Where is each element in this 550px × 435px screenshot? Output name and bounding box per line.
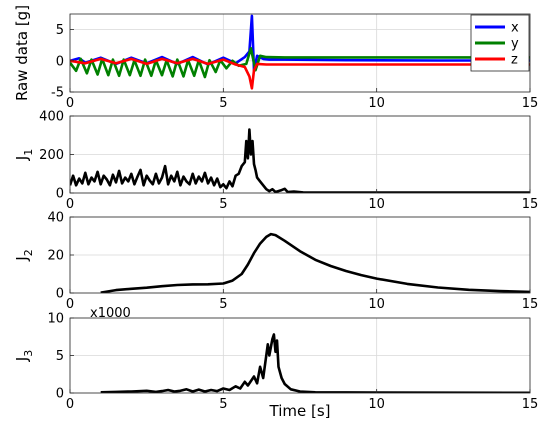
legend: xyz — [470, 14, 530, 72]
y-axis-label-subscript: 3 — [22, 350, 35, 357]
y-tick-label: 400 — [39, 110, 64, 125]
y-tick-label: 0 — [56, 187, 64, 202]
y-axis-label-subscript: 2 — [22, 249, 35, 256]
y-tick-label: 0 — [56, 387, 64, 402]
x-tick-label: 5 — [219, 197, 227, 212]
x-tick-label: 10 — [368, 297, 385, 312]
series-line-j3 — [100, 333, 530, 393]
x-tick-label: 10 — [368, 197, 385, 212]
subplot-3: 0 5 10 15 0 20 40 J2 — [13, 211, 538, 313]
x-tick-label: 5 — [219, 397, 227, 412]
x-tick-label: 0 — [66, 397, 74, 412]
subplot-2: 0 5 10 15 0 200 400 J1 — [13, 110, 538, 213]
y-axis-label: Raw data [g] — [13, 5, 31, 101]
x-tick-label: 5 — [219, 297, 227, 312]
series-line-z — [70, 57, 530, 90]
x-tick-label: 15 — [522, 297, 539, 312]
legend-label: x — [511, 21, 519, 36]
series-line-j1 — [70, 128, 530, 193]
x-tick-label: 0 — [66, 297, 74, 312]
x-tick-label: 0 — [66, 197, 74, 212]
y-tick-label: 0 — [56, 54, 64, 69]
subplot-4: 0 5 10 15 0 5 10 J3 Time [s] x1000 — [13, 306, 538, 420]
y-tick-label: 10 — [47, 312, 64, 327]
x-tick-label: 0 — [66, 96, 74, 111]
y-tick-label: 0 — [56, 287, 64, 302]
axes-box — [69, 13, 531, 93]
y-axis-label-subscript: 1 — [22, 149, 35, 156]
legend-label: z — [511, 53, 518, 68]
x-tick-label: 10 — [368, 397, 385, 412]
y-tick-label: 200 — [39, 148, 64, 163]
series-line-j2 — [100, 232, 530, 293]
y-axis-label: J3 — [13, 350, 35, 362]
legend-label: y — [511, 37, 519, 52]
x-axis-label: Time [s] — [269, 402, 331, 420]
y-tick-label: 20 — [47, 249, 64, 264]
y-tick-label: 5 — [56, 349, 64, 364]
x-tick-label: 10 — [368, 96, 385, 111]
x-tick-label: 15 — [522, 197, 539, 212]
y-tick-label: -5 — [51, 86, 64, 101]
y-scale-multiplier: x1000 — [90, 306, 131, 321]
y-axis-label: J1 — [13, 149, 35, 161]
x-tick-label: 5 — [219, 96, 227, 111]
y-tick-label: 40 — [47, 211, 64, 226]
y-tick-label: 5 — [56, 23, 64, 38]
y-axis-label: J2 — [13, 249, 35, 261]
x-tick-label: 15 — [522, 397, 539, 412]
x-tick-label: 15 — [522, 96, 539, 111]
series-line-y — [70, 47, 530, 79]
